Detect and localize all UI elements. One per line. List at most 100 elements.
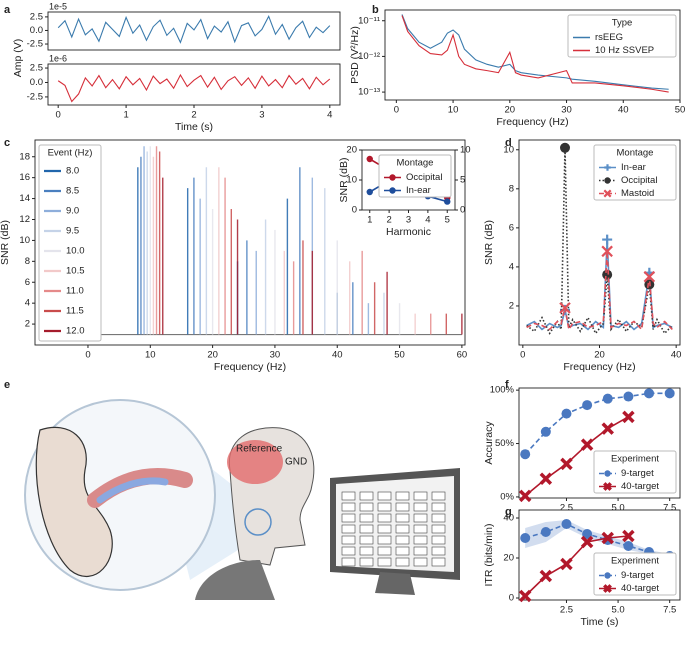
marker <box>561 519 572 529</box>
key <box>395 524 410 534</box>
legend-label: Occipital <box>406 172 442 183</box>
key <box>395 491 410 501</box>
marker <box>643 270 656 283</box>
key <box>413 491 428 501</box>
marker <box>602 269 613 280</box>
legend-box <box>593 552 677 596</box>
y-tick-label: 6 <box>25 277 30 288</box>
y-axis-label: SNR (dB) <box>338 158 350 203</box>
marker <box>644 388 655 399</box>
y2-tick-label: 10 <box>460 145 471 156</box>
legend-label: 8.5 <box>66 186 79 197</box>
y-tick-label: 0 <box>352 205 357 216</box>
y-tick-label: 10⁻¹³ <box>358 87 380 98</box>
offset-label: 1e-6 <box>49 53 67 63</box>
legend-label: 10.5 <box>66 266 85 277</box>
key <box>413 535 428 545</box>
y-tick-label: 20 <box>346 145 357 156</box>
marker <box>560 457 573 471</box>
key <box>395 557 410 567</box>
y-axis-label: SNR (dB) <box>0 220 11 265</box>
y-tick-label: 10 <box>346 175 357 186</box>
legend-title: Event (Hz) <box>48 148 93 159</box>
x-tick-label: 20 <box>505 105 516 116</box>
legend-label: 10 Hz SSVEP <box>595 45 654 56</box>
y-axis-label: Amp (V) <box>12 39 24 78</box>
marker <box>366 188 373 196</box>
y-tick-label: 10 <box>503 144 514 155</box>
y-tick-label: 40 <box>503 513 514 524</box>
marker <box>623 391 634 402</box>
y-tick-label: 10⁻¹² <box>358 51 380 62</box>
key <box>431 557 446 567</box>
marker <box>366 155 373 163</box>
x-tick-label: 10 <box>145 350 156 361</box>
legend-label: 40-target <box>621 481 659 492</box>
error-band <box>525 520 670 558</box>
marker <box>389 174 396 181</box>
y-tick-label: 4 <box>25 298 30 309</box>
x-tick-label: 20 <box>207 350 218 361</box>
x-tick-label: 7.5 <box>663 605 676 616</box>
y-tick-label: 20 <box>503 553 514 564</box>
key <box>413 546 428 556</box>
y2-tick-label: 5 <box>460 175 465 186</box>
marker <box>539 569 553 583</box>
key <box>413 557 428 567</box>
marker <box>518 589 532 603</box>
ear <box>35 426 113 577</box>
key <box>431 513 446 523</box>
marker <box>601 531 614 545</box>
legend-title: Montage <box>617 148 654 159</box>
series-line <box>526 251 673 332</box>
legend-label: 12.0 <box>66 326 85 337</box>
y-tick-label: 0.0 <box>30 25 43 36</box>
marker <box>520 449 531 460</box>
y-tick-label: 10⁻¹¹ <box>358 15 380 26</box>
x-tick-label: 50 <box>394 350 405 361</box>
panel-letter: b <box>372 4 379 16</box>
panel-letter: f <box>505 379 509 391</box>
key <box>431 535 446 545</box>
y-tick-label: 12 <box>19 214 30 225</box>
legend-title: Montage <box>397 158 434 169</box>
y-tick-label: 4 <box>509 261 514 272</box>
chart: 0 1 2 3 4 -2.5 0.0 2.5 1e-6 Time (s) <box>27 53 341 133</box>
y-tick-label: 0.0 <box>30 77 43 88</box>
y-tick-label: 2 <box>25 319 30 330</box>
series-line <box>57 73 331 103</box>
y-tick-label: 14 <box>19 193 30 204</box>
illustration: e Reference GND <box>4 379 460 600</box>
legend-title: Experiment <box>611 454 659 465</box>
key <box>341 535 356 545</box>
x-axis-label: Frequency (Hz) <box>496 116 568 128</box>
legend-box <box>593 144 677 201</box>
brain <box>227 440 283 484</box>
legend-label: 8.0 <box>66 166 79 177</box>
x-tick-label: 4 <box>327 110 332 121</box>
marker <box>580 438 594 451</box>
y2-tick-label: 0 <box>460 205 465 216</box>
marker <box>582 400 593 411</box>
x-tick-label: 40 <box>618 105 629 116</box>
gnd-label: GND <box>285 457 307 468</box>
x-tick-label: 60 <box>457 350 468 361</box>
screen <box>336 476 454 572</box>
earpiece <box>96 477 169 504</box>
marker <box>540 527 551 537</box>
x-tick-label: 0 <box>56 110 61 121</box>
key <box>341 557 356 567</box>
key <box>359 557 374 567</box>
marker <box>602 393 613 404</box>
panel-letter: c <box>4 137 10 149</box>
x-tick-label: 3 <box>406 215 411 226</box>
key <box>359 502 374 512</box>
shoulders <box>195 560 275 600</box>
ear-marker <box>244 508 272 536</box>
legend-label: 40-target <box>621 583 659 594</box>
chart: -2.5 0.0 2.5 a 1e-5 Amp (V) <box>4 1 341 78</box>
x-tick-label: 30 <box>561 105 572 116</box>
legend-title: Experiment <box>611 556 659 567</box>
legend-label: rsEEG <box>595 32 623 43</box>
